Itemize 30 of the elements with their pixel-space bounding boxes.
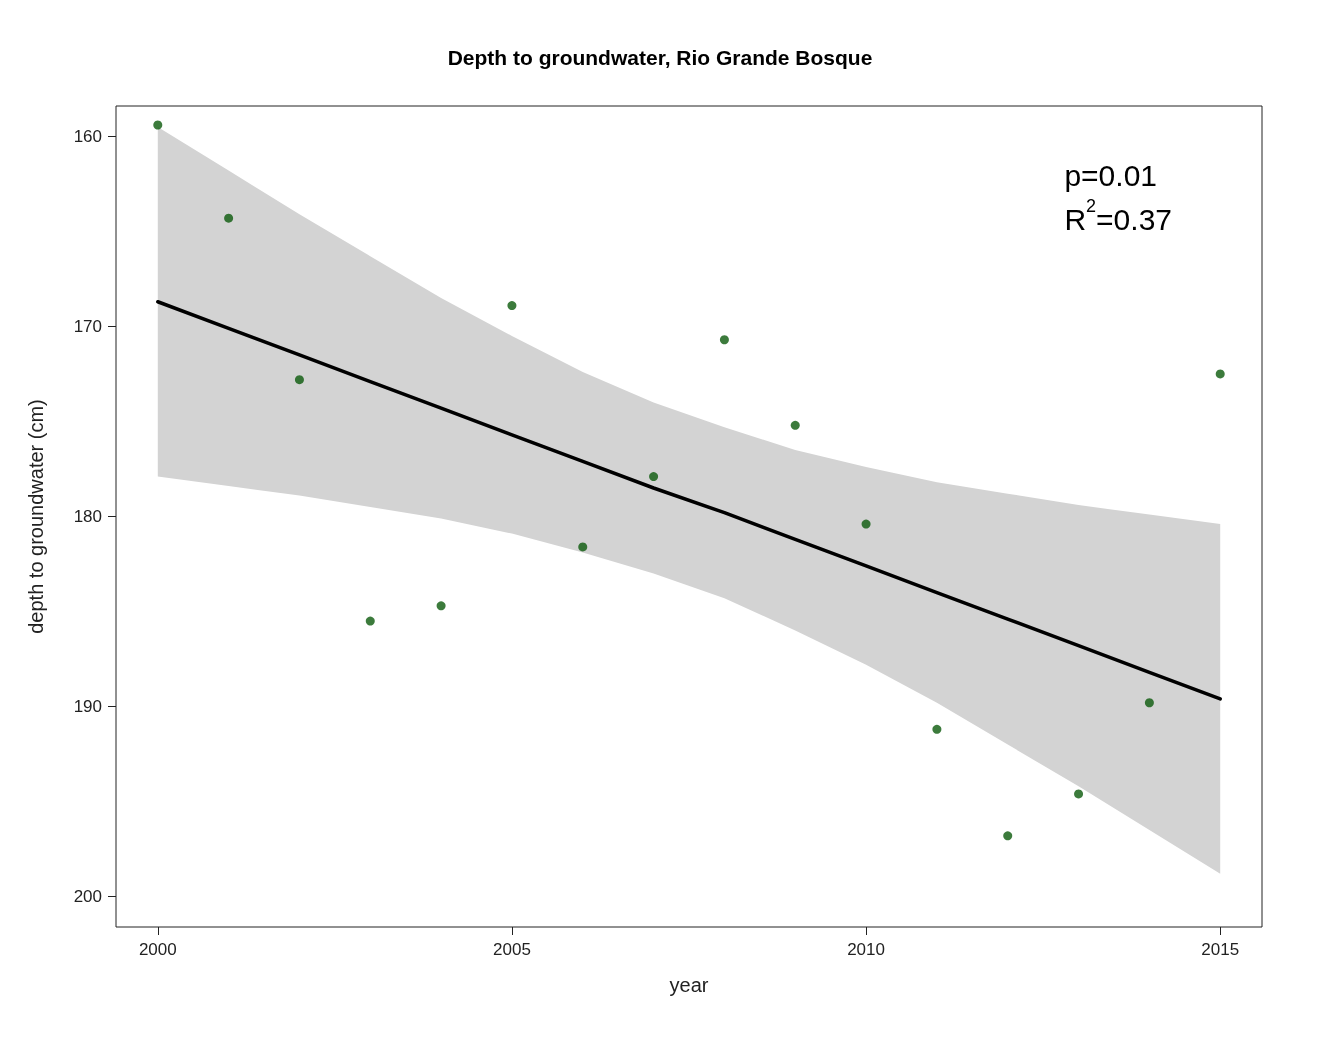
point: [224, 213, 234, 223]
y-tick-label: 180: [73, 507, 102, 526]
point: [719, 335, 729, 345]
point: [649, 472, 659, 482]
x-tick-label: 2015: [1201, 940, 1240, 959]
x-tick-label: 2000: [138, 940, 177, 959]
y-tick-label: 160: [73, 126, 102, 146]
chart-title: Depth to groundwater, Rio Grande Bosque: [447, 46, 873, 69]
point: [1003, 831, 1013, 841]
point: [507, 301, 517, 311]
y-axis-title: depth to groundwater (cm): [25, 399, 47, 634]
annotation: p=0.01: [1064, 158, 1158, 192]
x-tick-label: 2010: [847, 940, 885, 959]
point: [578, 542, 588, 552]
point: [1074, 789, 1084, 799]
x-axis-title: year: [669, 974, 709, 996]
y-tick-label: 170: [73, 316, 102, 336]
y-tick-label: 200: [73, 887, 102, 907]
y-tick-label: 190: [73, 697, 102, 717]
point: [294, 375, 304, 385]
line-series: [156, 300, 1222, 701]
point: [861, 519, 871, 529]
point: [790, 420, 800, 430]
point: [153, 120, 163, 130]
point: [1215, 369, 1225, 379]
point: [1144, 698, 1154, 708]
point: [436, 601, 446, 611]
point: [365, 616, 375, 626]
point: [932, 724, 942, 734]
x-tick-label: 2005: [493, 940, 531, 959]
